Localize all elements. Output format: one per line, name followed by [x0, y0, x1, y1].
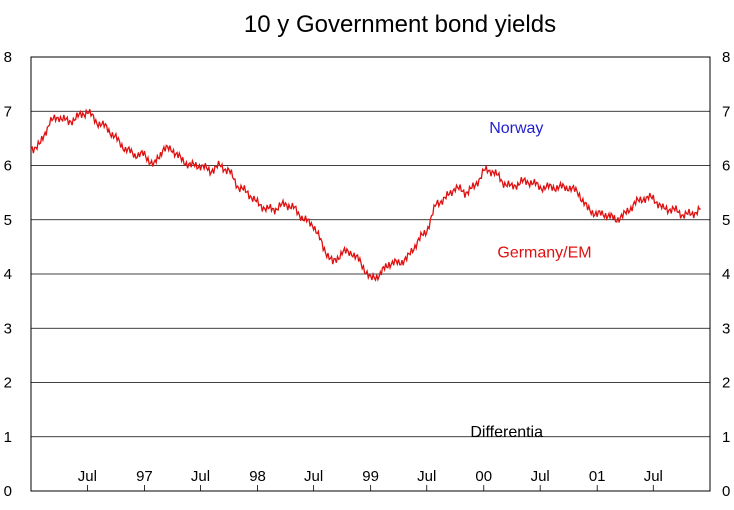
x-axis: Jul 97 Jul 98 Jul 99 Jul 00 Jul 01 Jul [78, 468, 663, 491]
y-tick-label-right: 8 [722, 49, 730, 66]
x-tick-label: 00 [475, 468, 492, 485]
y-tick-label-right: 2 [722, 375, 730, 392]
y-tick-label-left: 4 [4, 266, 12, 283]
y-tick-label-right: 5 [722, 212, 730, 229]
x-tick-label: 98 [249, 468, 266, 485]
y-tick-label-right: 3 [722, 320, 730, 337]
y-tick-label-left: 3 [4, 320, 12, 337]
annotation-label: Norway [489, 120, 543, 137]
y-tick-label-right: 6 [722, 158, 730, 175]
annotations: Norway Germany/EM Differentia [470, 120, 591, 441]
x-tick-label: Jul [531, 468, 550, 485]
y-axis-left: 0 1 2 3 4 5 6 7 8 [4, 49, 12, 500]
y-tick-label-left: 6 [4, 158, 12, 175]
annotation-label: Germany/EM [497, 245, 591, 262]
x-tick-label: 99 [362, 468, 379, 485]
y-tick-label-right: 0 [722, 483, 730, 500]
y-tick-label-right: 4 [722, 266, 730, 283]
annotation-label: Differentia [470, 424, 543, 441]
gridlines [31, 110, 710, 438]
x-tick-label: Jul [78, 468, 97, 485]
y-tick-label-right: 7 [722, 103, 730, 120]
series-line-germany-em [30, 108, 701, 282]
y-axis-right: 0 1 2 3 4 5 6 7 8 [722, 49, 730, 500]
x-tick-label: 97 [136, 468, 153, 485]
chart-title: 10 y Government bond yields [244, 11, 556, 38]
y-tick-label-left: 5 [4, 212, 12, 229]
series-layer [30, 108, 701, 282]
x-tick-label: Jul [304, 468, 323, 485]
y-tick-label-left: 1 [4, 429, 12, 446]
x-tick-label: 01 [589, 468, 606, 485]
x-tick-label: Jul [191, 468, 210, 485]
y-tick-label-left: 0 [4, 483, 12, 500]
y-tick-label-left: 2 [4, 375, 12, 392]
y-tick-label-right: 1 [722, 429, 730, 446]
y-tick-label-left: 7 [4, 103, 12, 120]
y-tick-label-left: 8 [4, 49, 12, 66]
x-tick-label: Jul [417, 468, 436, 485]
x-tick-label: Jul [644, 468, 663, 485]
